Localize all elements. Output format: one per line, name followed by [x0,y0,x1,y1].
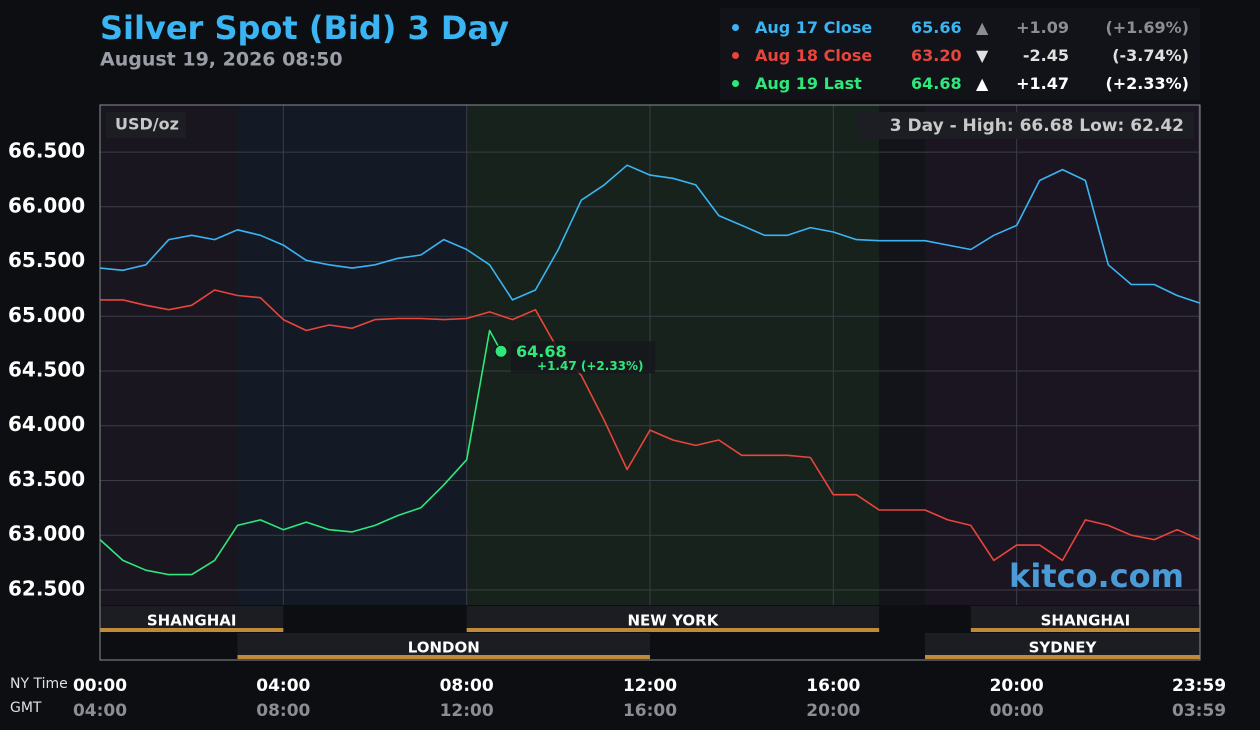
session-label: SHANGHAI [147,612,237,630]
y-tick-label: 64.000 [8,412,85,436]
legend-row: Aug 17 Close 65.66 ▲ +1.09 (+1.69%) [720,16,1200,40]
unit-box [106,112,186,138]
legend-name: Aug 18 Close [755,46,873,65]
x-axis-label: NY Time [10,676,68,692]
annotation-change: +1.47 (+2.33%) [537,359,644,373]
legend-last: 63.20 [911,46,962,65]
unit-label: USD/oz [115,115,179,134]
session-bar [466,606,880,632]
x2-tick-label: 16:00 [623,701,677,721]
session-zone [237,105,467,660]
session-underline [970,628,1200,632]
legend-name: Aug 17 Close [755,18,873,37]
y-tick-label: 63.000 [8,522,85,546]
session-underline [100,628,284,632]
session-label: LONDON [408,639,480,657]
x2-tick-label: 08:00 [256,701,310,721]
legend: Aug 17 Close 65.66 ▲ +1.09 (+1.69%) Aug 18 Cl… [720,8,1200,100]
plot-border [99,104,1201,661]
y-tick-label: 62.500 [8,576,85,600]
session-label: SYDNEY [1029,639,1098,657]
y-tick-label: 64.500 [8,358,85,382]
x2-tick-label: 20:00 [806,701,860,721]
x-tick-label: 20:00 [990,676,1044,696]
session-underline [925,655,1200,659]
legend-pct: (+1.69%) [1105,18,1189,37]
x2-tick-label: 00:00 [990,701,1044,721]
legend-change: +1.47 [1016,74,1069,93]
x2-tick-label: 03:59 [1172,701,1226,721]
x-tick-label: 12:00 [623,676,677,696]
session-zone [100,105,238,660]
x2-tick-label: 04:00 [73,701,127,721]
session-bar [925,633,1200,659]
x-tick-label: 00:00 [73,676,127,696]
session-label: SHANGHAI [1041,612,1131,630]
stats-label: 3 Day - High: 66.68 Low: 62.42 [890,116,1184,136]
y-tick-label: 65.500 [8,248,85,272]
session-bar [100,606,284,632]
legend-arrow: ▼ [976,46,989,65]
legend-dot [732,52,739,59]
session-zone [466,105,880,660]
session-bar [970,606,1200,632]
x-tick-label: 08:00 [440,676,494,696]
chart-subtitle: August 19, 2026 08:50 [100,49,343,71]
stats-box [858,112,1194,139]
last-point [494,344,508,358]
x2-axis-label: GMT [10,700,42,716]
legend-name: Aug 19 Last [755,74,862,93]
price-line [100,289,1201,562]
legend-last: 64.68 [911,74,962,93]
legend-change: +1.09 [1016,18,1069,37]
session-zone [925,105,1200,660]
y-tick-label: 65.000 [8,303,85,327]
session-bar [237,633,650,659]
legend-dot [732,24,739,31]
legend-row: Aug 18 Close 63.20 ▼ -2.45 (-3.74%) [720,44,1200,68]
legend-pct: (+2.33%) [1105,74,1189,93]
legend-last: 65.66 [911,18,962,37]
legend-row: Aug 19 Last 64.68 ▲ +1.47 (+2.33%) [720,72,1200,96]
chart-title: Silver Spot (Bid) 3 Day [100,9,509,47]
session-underline [466,628,880,632]
legend-change: -2.45 [1022,46,1069,65]
legend-dot [732,80,739,87]
watermark: kitco.com [1009,557,1184,595]
session-zone [879,105,925,660]
y-tick-label: 66.000 [8,193,85,217]
x2-tick-label: 12:00 [440,701,494,721]
y-tick-label: 66.500 [8,139,85,163]
legend-arrow: ▲ [976,18,989,37]
y-tick-label: 63.500 [8,467,85,491]
legend-pct: (-3.74%) [1112,46,1189,65]
annotation-box [511,341,656,374]
x-tick-label: 16:00 [806,676,860,696]
x-tick-label: 23:59 [1172,676,1226,696]
legend-arrow: ▲ [976,74,989,93]
x-tick-label: 04:00 [256,676,310,696]
price-line [99,164,1201,304]
session-underline [237,655,650,659]
session-label: NEW YORK [628,612,720,630]
price-line [99,329,502,576]
annotation-value: 64.68 [516,342,567,361]
